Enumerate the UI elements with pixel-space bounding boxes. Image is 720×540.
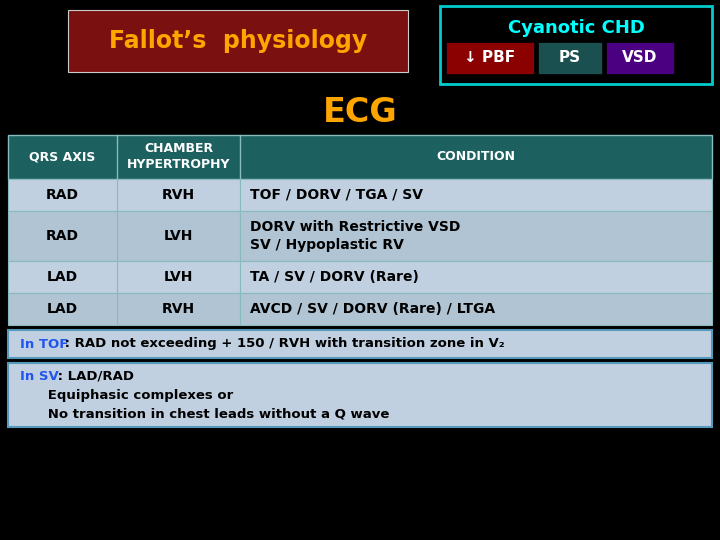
Bar	[446, 42, 534, 74]
Text: CONDITION: CONDITION	[436, 151, 516, 164]
Text: : RAD not exceeding + 150 / RVH with transition zone in V₂: : RAD not exceeding + 150 / RVH with tra…	[60, 338, 505, 350]
Bar	[8, 179, 712, 211]
Text: RAD: RAD	[46, 188, 79, 202]
Bar	[8, 330, 712, 358]
Text: No transition in chest leads without a Q wave: No transition in chest leads without a Q…	[20, 408, 390, 421]
Bar	[538, 42, 602, 74]
Text: TA / SV / DORV (Rare): TA / SV / DORV (Rare)	[251, 270, 419, 284]
Text: Fallot’s  physiology: Fallot’s physiology	[109, 29, 367, 53]
Text: PS: PS	[559, 51, 581, 65]
Text: Cyanotic CHD: Cyanotic CHD	[508, 19, 644, 37]
Bar	[8, 135, 712, 179]
Text: Equiphasic complexes or: Equiphasic complexes or	[20, 388, 233, 402]
Bar	[8, 261, 712, 293]
Text: LVH: LVH	[164, 270, 194, 284]
Text: RVH: RVH	[162, 188, 195, 202]
Bar	[8, 293, 712, 325]
Bar	[440, 6, 712, 84]
Text: ECG: ECG	[323, 97, 397, 130]
Text: AVCD / SV / DORV (Rare) / LTGA: AVCD / SV / DORV (Rare) / LTGA	[251, 302, 495, 316]
Text: In TOF: In TOF	[20, 338, 68, 350]
Bar	[8, 363, 712, 427]
Bar	[68, 10, 408, 72]
Text: TOF / DORV / TGA / SV: TOF / DORV / TGA / SV	[251, 188, 423, 202]
Text: RVH: RVH	[162, 302, 195, 316]
Bar	[8, 211, 712, 261]
Text: : LAD/RAD: : LAD/RAD	[53, 369, 134, 382]
Text: LAD: LAD	[47, 270, 78, 284]
Text: RAD: RAD	[46, 229, 79, 243]
Text: ↓ PBF: ↓ PBF	[464, 51, 516, 65]
Text: DORV with Restrictive VSD
SV / Hypoplastic RV: DORV with Restrictive VSD SV / Hypoplast…	[251, 220, 461, 252]
Text: LVH: LVH	[164, 229, 194, 243]
Text: LAD: LAD	[47, 302, 78, 316]
Text: CHAMBER
HYPERTROPHY: CHAMBER HYPERTROPHY	[127, 143, 230, 172]
Text: VSD: VSD	[622, 51, 657, 65]
Text: In SV: In SV	[20, 369, 59, 382]
Text: QRS AXIS: QRS AXIS	[30, 151, 96, 164]
Bar	[606, 42, 674, 74]
